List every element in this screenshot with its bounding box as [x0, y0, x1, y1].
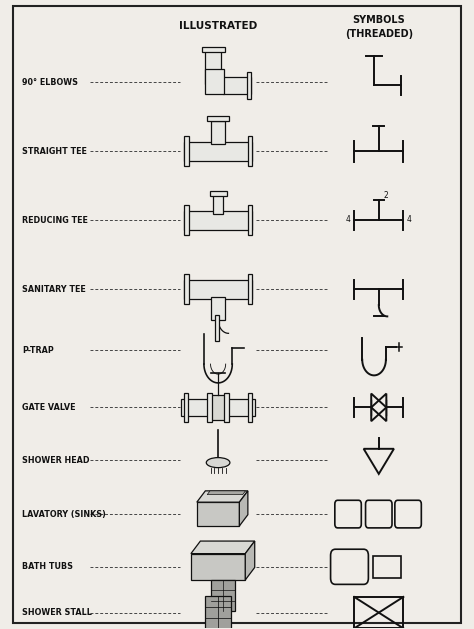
Ellipse shape [206, 457, 230, 467]
Text: GATE VALVE: GATE VALVE [22, 403, 75, 412]
Polygon shape [197, 502, 239, 526]
FancyBboxPatch shape [184, 211, 252, 230]
FancyBboxPatch shape [184, 280, 252, 299]
Text: STRAIGHT TEE: STRAIGHT TEE [22, 147, 87, 156]
FancyBboxPatch shape [181, 399, 210, 416]
Text: ILLUSTRATED: ILLUSTRATED [179, 21, 257, 31]
FancyBboxPatch shape [211, 121, 225, 145]
FancyBboxPatch shape [225, 393, 229, 421]
Text: SANITARY TEE: SANITARY TEE [22, 285, 86, 294]
Text: SHOWER HEAD: SHOWER HEAD [22, 455, 90, 465]
FancyBboxPatch shape [211, 297, 225, 320]
FancyBboxPatch shape [184, 142, 252, 161]
FancyBboxPatch shape [248, 393, 252, 421]
Polygon shape [245, 541, 255, 580]
FancyBboxPatch shape [215, 315, 219, 342]
Text: 4: 4 [346, 214, 350, 223]
Polygon shape [191, 554, 245, 580]
FancyBboxPatch shape [208, 393, 212, 421]
FancyBboxPatch shape [205, 69, 224, 94]
FancyBboxPatch shape [247, 72, 251, 99]
FancyBboxPatch shape [210, 395, 227, 420]
Text: SYMBOLS
(THREADED): SYMBOLS (THREADED) [345, 16, 413, 38]
Polygon shape [191, 541, 255, 554]
FancyBboxPatch shape [205, 49, 221, 84]
FancyBboxPatch shape [184, 205, 189, 235]
FancyBboxPatch shape [184, 136, 189, 167]
Text: SHOWER STALL: SHOWER STALL [22, 608, 92, 617]
FancyBboxPatch shape [247, 274, 252, 304]
Text: P-TRAP: P-TRAP [22, 346, 54, 355]
Polygon shape [207, 491, 246, 494]
FancyBboxPatch shape [184, 274, 189, 304]
Text: 90° ELBOWS: 90° ELBOWS [22, 78, 78, 87]
FancyBboxPatch shape [184, 393, 188, 421]
FancyBboxPatch shape [210, 191, 227, 196]
Polygon shape [197, 491, 248, 502]
FancyBboxPatch shape [226, 399, 255, 416]
Text: 2: 2 [383, 191, 388, 200]
FancyBboxPatch shape [12, 6, 462, 623]
Polygon shape [239, 491, 248, 526]
Text: REDUCING TEE: REDUCING TEE [22, 216, 88, 225]
Text: BATH TUBS: BATH TUBS [22, 562, 73, 571]
FancyBboxPatch shape [223, 77, 251, 94]
Polygon shape [211, 580, 235, 611]
FancyBboxPatch shape [201, 47, 225, 52]
FancyBboxPatch shape [207, 116, 229, 121]
Text: 4: 4 [407, 214, 412, 223]
FancyBboxPatch shape [247, 205, 252, 235]
FancyBboxPatch shape [247, 136, 252, 167]
Text: LAVATORY (SINKS): LAVATORY (SINKS) [22, 509, 106, 518]
FancyBboxPatch shape [213, 195, 223, 214]
Polygon shape [205, 596, 231, 629]
